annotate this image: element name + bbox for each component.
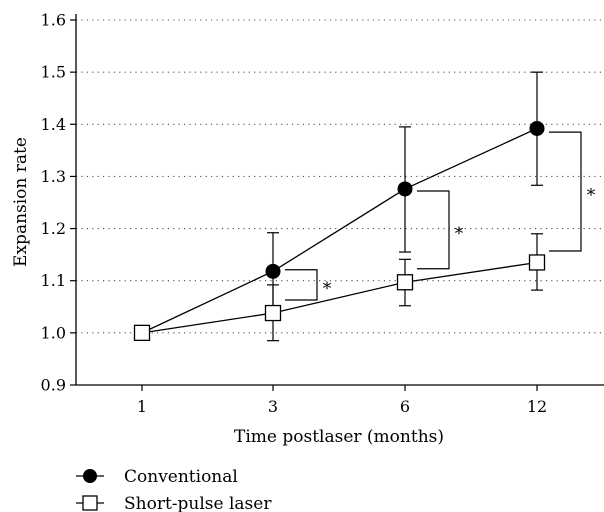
- legend-label: Conventional: [124, 467, 238, 487]
- y-tick-label: 1.4: [41, 115, 66, 134]
- legend-entry-short-pulse-laser: Short-pulse laser: [76, 494, 272, 512]
- series-markers-0: [265, 120, 545, 279]
- filled-circle-marker-icon: [83, 469, 97, 483]
- y-tick-label: 1.0: [41, 323, 66, 342]
- series-0: [141, 71, 543, 334]
- data-point: [264, 304, 282, 322]
- y-tick-label: 0.9: [41, 376, 66, 395]
- significance-star: *: [323, 279, 332, 299]
- x-tick-label: 3: [268, 397, 278, 416]
- significance-brackets: * * *: [285, 131, 596, 301]
- data-series: [133, 71, 546, 342]
- series-1: [141, 233, 543, 342]
- significance-bracket: [417, 190, 450, 270]
- x-tick-label: 12: [527, 397, 547, 416]
- significance-bracket: [549, 131, 582, 252]
- legend-entry-conventional: Conventional: [76, 467, 238, 487]
- data-point: [265, 263, 281, 279]
- x-axis-title: Time postlaser (months): [234, 427, 444, 447]
- significance-star: *: [455, 224, 464, 244]
- y-tick-label: 1.6: [41, 11, 66, 30]
- data-point: [529, 120, 545, 136]
- data-point: [528, 254, 546, 271]
- tick-labels: 0.9 1.0 1.1 1.2 1.3 1.4 1.5 1.6 1 3 6 12: [41, 11, 548, 417]
- data-point: [396, 274, 414, 291]
- significance-bracket: [285, 269, 318, 301]
- y-tick-label: 1.2: [41, 219, 66, 238]
- y-tick-label: 1.1: [41, 271, 66, 290]
- axes: [70, 14, 604, 391]
- open-square-marker-icon: [82, 495, 98, 511]
- legend: Conventional Short-pulse laser: [76, 467, 272, 512]
- series-markers-1: [133, 254, 546, 342]
- data-point: [397, 181, 413, 197]
- series-line: [141, 261, 538, 334]
- grid-lines: [76, 19, 604, 334]
- significance-star: *: [587, 186, 596, 206]
- x-tick-label: 1: [137, 397, 147, 416]
- y-axis-title: Expansion rate: [11, 137, 31, 267]
- y-tick-label: 1.5: [41, 63, 66, 82]
- legend-label: Short-pulse laser: [124, 494, 272, 512]
- series-line: [141, 127, 538, 334]
- y-tick-label: 1.3: [41, 167, 66, 186]
- data-point: [133, 324, 151, 342]
- x-tick-label: 6: [400, 397, 410, 416]
